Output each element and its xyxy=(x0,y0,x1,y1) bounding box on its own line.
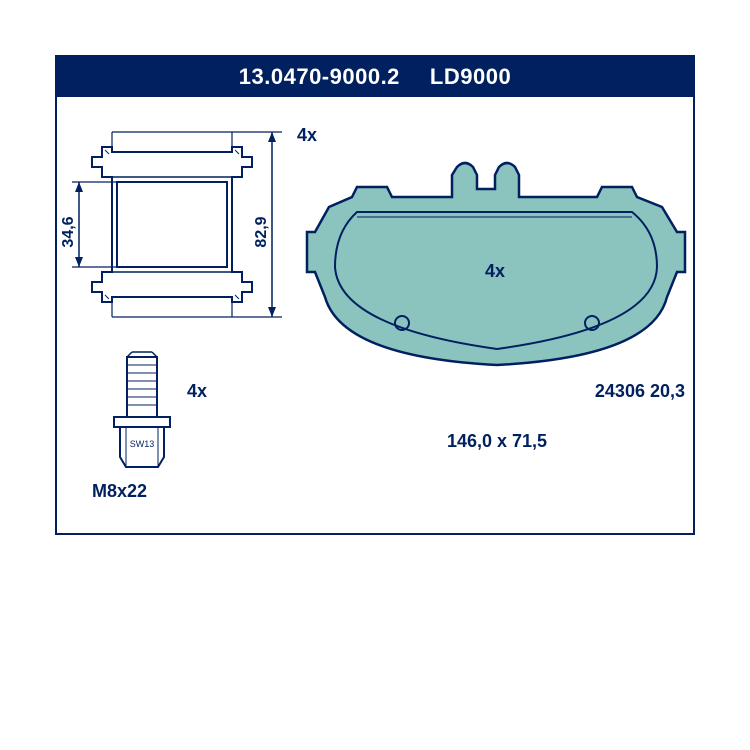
clip-qty: 4x xyxy=(297,125,317,145)
header-bar: 13.0470-9000.2 LD9000 xyxy=(57,57,693,97)
diagram-content: 34,6 82,9 4x xyxy=(57,97,693,533)
bolt-hex-label: SW13 xyxy=(130,439,155,449)
part-code: LD9000 xyxy=(430,64,511,90)
dim-clip-inner: 34,6 xyxy=(60,182,117,267)
diagram-svg: 34,6 82,9 4x xyxy=(57,97,693,533)
pad-dimensions: 146,0 x 71,5 xyxy=(447,431,547,451)
dim-clip-overall-value: 82,9 xyxy=(253,216,270,247)
pad-qty: 4x xyxy=(485,261,505,281)
part-number: 13.0470-9000.2 xyxy=(239,64,400,90)
dim-clip-inner-value: 34,6 xyxy=(60,216,77,247)
clip-drawing xyxy=(92,147,252,302)
bolt-spec: M8x22 xyxy=(92,481,147,501)
diagram-frame: 13.0470-9000.2 LD9000 xyxy=(55,55,695,535)
bolt-qty: 4x xyxy=(187,381,207,401)
bolt-drawing: SW13 xyxy=(114,352,170,467)
pad-wva: 24306 20,3 xyxy=(595,381,685,401)
